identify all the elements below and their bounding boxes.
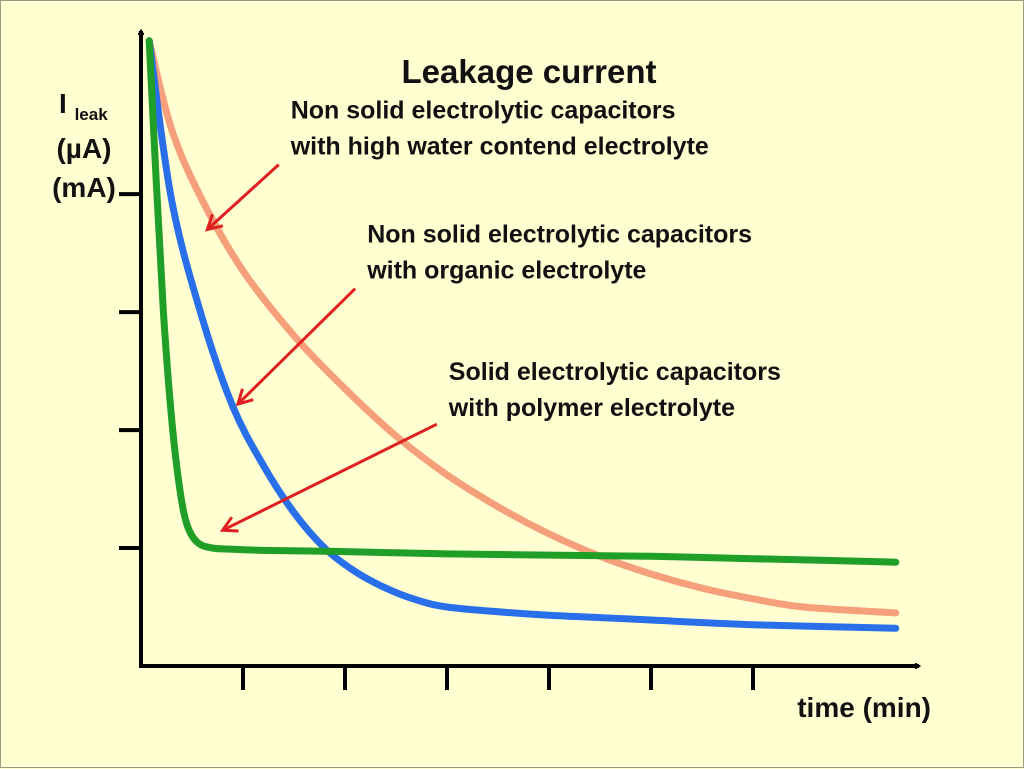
annotation-label-high_water-line-2: with high water contend electrolyte — [290, 133, 709, 161]
y-axis-unit-ma: (mA) — [52, 172, 116, 203]
series-lines — [145, 37, 900, 632]
x-axis-label: time (min) — [797, 692, 931, 723]
axes — [119, 31, 919, 690]
annotation-organic: Non solid electrolytic capacitors with or… — [235, 221, 752, 407]
chart-title: Leakage current — [402, 53, 657, 90]
y-axis-label-symbol: I leak — [59, 88, 108, 124]
annotation-arrow-organic — [236, 287, 357, 406]
annotation-arrow-polymer — [221, 422, 438, 532]
annotation-label-polymer-line-2: with polymer electrolyte — [448, 394, 735, 422]
annotation-label-organic-line-1: Non solid electrolytic capacitors — [367, 221, 752, 249]
series-line-polymer — [145, 37, 900, 566]
annotation-arrow-high_water — [206, 163, 280, 231]
y-axis-symbol: I — [59, 88, 67, 119]
annotation-arrowhead-polymer — [219, 516, 239, 533]
annotation-label-polymer-line-1: Solid electrolytic capacitors — [449, 358, 781, 386]
annotation-label-high_water-line-1: Non solid electrolytic capacitors — [291, 97, 676, 125]
y-axis-label: I leak (µA) (mA) — [52, 88, 116, 203]
y-axis-subscript: leak — [75, 105, 109, 124]
series-line-high_water — [145, 37, 900, 617]
annotation-label-organic-line-2: with organic electrolyte — [366, 257, 646, 285]
series-line-organic — [145, 37, 900, 632]
annotation-arrowhead-high_water — [204, 213, 224, 232]
annotations: Non solid electrolytic capacitors with hi… — [204, 97, 781, 533]
annotation-polymer: Solid electrolytic capacitors with polyme… — [219, 358, 781, 533]
annotation-arrowhead-organic — [235, 388, 254, 407]
y-axis-unit-ua: (µA) — [56, 133, 111, 164]
annotation-high_water: Non solid electrolytic capacitors with hi… — [204, 97, 709, 232]
